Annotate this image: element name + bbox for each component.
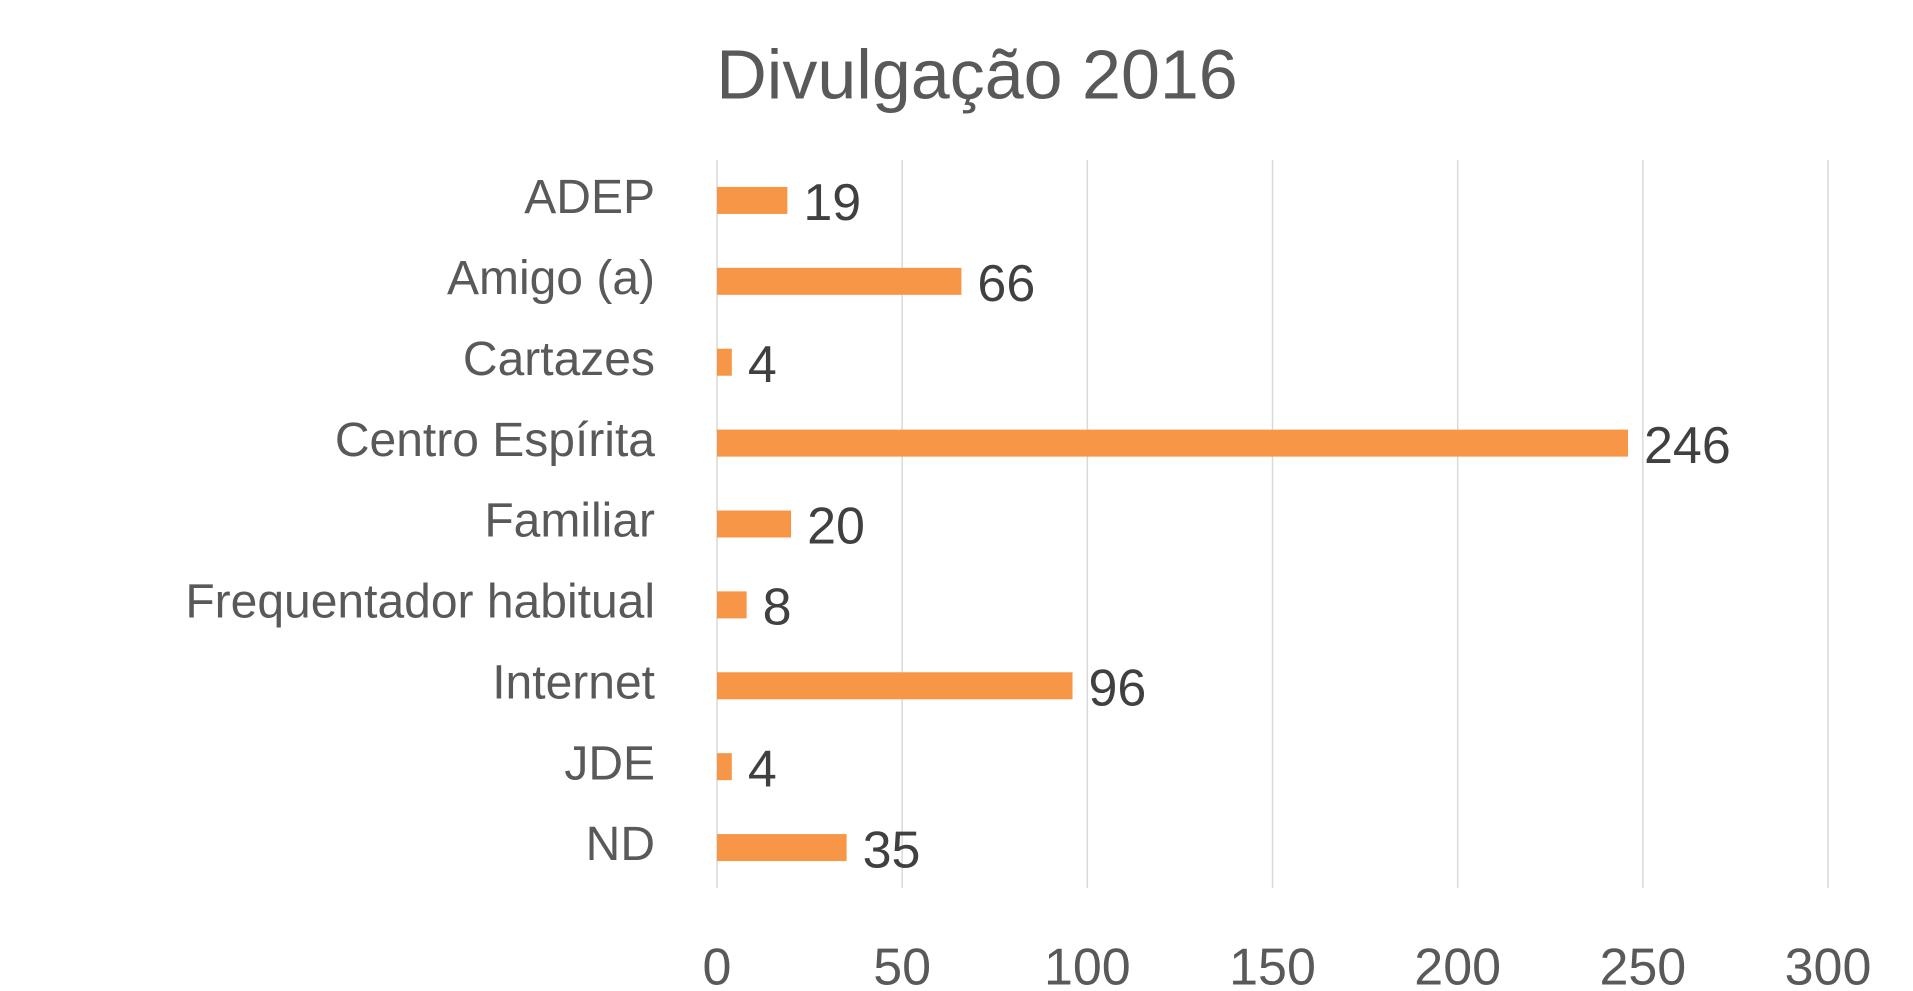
- x-tick-label: 100: [1044, 939, 1131, 991]
- x-tick-label: 0: [703, 939, 732, 991]
- value-label: 19: [803, 174, 861, 232]
- bar: [717, 672, 1073, 700]
- value-label: 66: [977, 255, 1035, 313]
- y-tick-label: ND: [586, 818, 655, 871]
- bar: [717, 429, 1629, 457]
- x-tick-label: 150: [1229, 939, 1316, 991]
- y-tick-label: Cartazes: [463, 333, 655, 386]
- value-label: 8: [763, 579, 792, 637]
- x-tick-label: 300: [1785, 939, 1872, 991]
- x-tick-label: 250: [1599, 939, 1686, 991]
- bar: [717, 834, 847, 862]
- bar: [717, 753, 732, 781]
- value-label: 4: [748, 336, 777, 394]
- value-label: 4: [748, 740, 777, 798]
- y-tick-label: ADEP: [524, 171, 655, 224]
- value-label: 35: [863, 821, 921, 879]
- x-tick-label: 200: [1414, 939, 1501, 991]
- y-tick-label: Familiar: [484, 495, 655, 548]
- y-tick-label: JDE: [564, 737, 655, 790]
- y-tick-label: Amigo (a): [447, 252, 655, 305]
- bar: [717, 591, 747, 619]
- value-label: 20: [807, 498, 865, 556]
- bar: [717, 510, 792, 538]
- y-tick-label: Internet: [492, 656, 655, 709]
- y-tick-label: Centro Espírita: [335, 414, 655, 467]
- chart-title: Divulgação 2016: [716, 35, 1237, 113]
- bar: [717, 348, 732, 376]
- x-tick-label: 50: [873, 939, 931, 991]
- y-tick-label: Frequentador habitual: [185, 576, 655, 629]
- value-label: 246: [1644, 417, 1731, 475]
- value-label: 96: [1089, 660, 1147, 718]
- bar: [717, 186, 788, 214]
- bar: [717, 267, 962, 295]
